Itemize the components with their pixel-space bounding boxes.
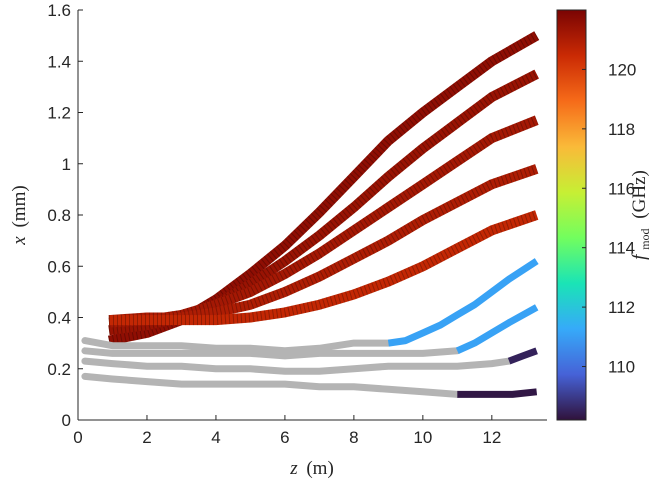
series-5-untracked (81, 337, 392, 355)
colorbar-label-var: f (629, 252, 650, 260)
colorbar-tick-label: 116 (608, 179, 635, 198)
x-axis-label-unit: (m) (306, 458, 333, 479)
colorbar-label: f mod (GHz) (629, 170, 653, 260)
colorbar-tick-label: 114 (608, 239, 635, 258)
y-tick-label: 0.8 (47, 206, 71, 225)
x-tick-label: 10 (413, 428, 432, 447)
colorbar-label-unit: (GHz) (629, 170, 650, 219)
x-axis-label: z (m) (289, 458, 334, 479)
y-tick-label: 0 (62, 411, 71, 430)
x-tick-label: 4 (211, 428, 220, 447)
y-tick-label: 1.4 (47, 52, 71, 71)
colorbar-tick-label: 110 (608, 358, 635, 377)
colorbar-tick-label: 112 (608, 298, 635, 317)
y-tick-label: 1.6 (47, 1, 71, 20)
y-axis-label-unit: (mm) (9, 185, 30, 227)
series-8-line (457, 388, 538, 398)
x-ticks: 0 2 4 6 8 10 12 (73, 415, 501, 447)
colorbar-ticks: 110 112 114 116 118 120 (582, 60, 636, 377)
x-tick-label: 0 (73, 428, 82, 447)
series-6-line (455, 304, 539, 354)
series-4-line (109, 210, 539, 326)
x-axis-label-var: z (289, 458, 298, 479)
series-6-untracked (81, 347, 461, 360)
x-tick-label: 8 (349, 428, 358, 447)
y-tick-label: 0.6 (47, 257, 71, 276)
colorbar-tick-label: 120 (608, 60, 636, 79)
colorbar-label-sub: mod (638, 228, 652, 249)
series-2-line (108, 115, 539, 328)
series-layer (81, 31, 540, 398)
y-tick-label: 0.4 (47, 309, 71, 328)
series-8-untracked (81, 372, 461, 398)
y-ticks: 0 0.2 0.4 0.6 0.8 1 1.2 1.4 1.6 (47, 1, 83, 430)
y-tick-label: 1.2 (47, 104, 71, 123)
series-4-mesh (109, 210, 539, 326)
y-axis-label: x (mm) (9, 185, 30, 245)
series-7-line (507, 347, 538, 365)
y-tick-label: 1 (62, 155, 71, 174)
colorbar-tick-label: 118 (608, 120, 635, 139)
series-0-line (108, 31, 540, 346)
x-tick-label: 6 (280, 428, 289, 447)
colorbar (556, 9, 587, 421)
series-5-line (387, 258, 539, 347)
series-7-untracked (81, 357, 513, 375)
y-tick-label: 0.2 (47, 360, 71, 379)
y-axis-label-var: x (9, 236, 30, 246)
x-tick-label: 2 (142, 428, 151, 447)
x-tick-label: 12 (482, 428, 501, 447)
